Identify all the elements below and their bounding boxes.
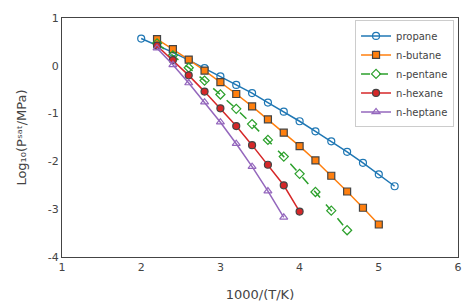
svg-text:1: 1 <box>52 12 59 25</box>
svg-text:1: 1 <box>59 261 66 274</box>
svg-text:propane: propane <box>396 31 437 42</box>
svg-text:3: 3 <box>217 261 224 274</box>
svg-text:0: 0 <box>52 60 59 73</box>
svg-text:1000/(T/K): 1000/(T/K) <box>226 287 294 302</box>
svg-text:Log₁₀(Pˢᵃᵗ/MPa): Log₁₀(Pˢᵃᵗ/MPa) <box>14 89 29 185</box>
svg-text:2: 2 <box>138 261 145 274</box>
svg-text:5: 5 <box>375 261 382 274</box>
svg-text:-4: -4 <box>48 251 59 264</box>
svg-text:6: 6 <box>455 261 462 274</box>
svg-text:4: 4 <box>296 261 303 274</box>
svg-text:n-pentane: n-pentane <box>396 69 447 80</box>
svg-text:-2: -2 <box>48 155 59 168</box>
svg-text:-1: -1 <box>48 107 59 120</box>
svg-text:n-hexane: n-hexane <box>396 88 443 99</box>
svg-text:-3: -3 <box>48 203 59 216</box>
svg-text:n-butane: n-butane <box>396 50 441 61</box>
svg-text:n-heptane: n-heptane <box>396 107 447 118</box>
